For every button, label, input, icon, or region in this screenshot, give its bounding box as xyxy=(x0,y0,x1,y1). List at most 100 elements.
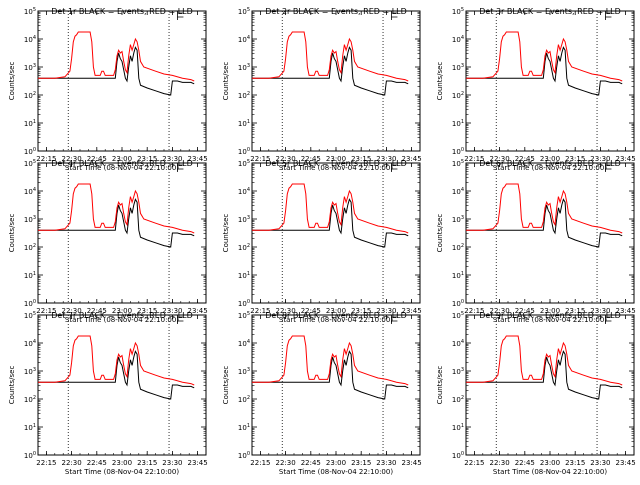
x-axis-label: Start Time (08-Nov-04 22:10:00) xyxy=(65,468,179,476)
x-tick-label: 22:30 xyxy=(276,459,296,467)
y-tick-label: 101 xyxy=(452,271,464,280)
y-tick-label: 102 xyxy=(24,243,36,252)
x-tick-label: 23:00 xyxy=(540,459,560,467)
x-tick-label: 23:45 xyxy=(616,459,636,467)
x-tick-label: 22:15 xyxy=(36,155,56,163)
y-tick-label: 104 xyxy=(238,35,250,44)
y-axis-label: Counts/sec xyxy=(222,214,230,253)
y-axis-label: Counts/sec xyxy=(436,366,444,405)
panel-1: 22:15 22:30 22:45 23:00 23:15 23:30 23:45 100 10… xyxy=(8,7,208,172)
x-tick-label: 22:45 xyxy=(301,459,321,467)
series-lld-line xyxy=(252,183,409,234)
y-tick-label: 104 xyxy=(24,339,36,348)
y-tick-label: 103 xyxy=(24,215,36,224)
y-tick-label: 102 xyxy=(238,395,250,404)
y-tick-label: 105 xyxy=(24,311,36,320)
x-tick-label: 23:45 xyxy=(616,155,636,163)
y-tick-label: 101 xyxy=(238,423,250,432)
y-axis-label: Counts/sec xyxy=(8,62,16,101)
panel-2: 22:15 22:30 22:45 23:00 23:15 23:30 23:45 100 10… xyxy=(222,7,422,172)
panel-title: Det 4r BLACK = Events, RED = LLD xyxy=(51,159,193,168)
x-tick-label: 23:30 xyxy=(162,155,182,163)
x-tick-label: 23:00 xyxy=(112,459,132,467)
y-tick-label: 104 xyxy=(452,187,464,196)
y-tick-label: 103 xyxy=(238,367,250,376)
x-tick-label: 22:30 xyxy=(62,155,82,163)
y-tick-label: 105 xyxy=(24,7,36,16)
y-tick-label: 102 xyxy=(452,91,464,100)
x-tick-label: 23:00 xyxy=(112,155,132,163)
x-tick-label: 22:45 xyxy=(87,155,107,163)
y-tick-label: 105 xyxy=(452,311,464,320)
plot-frame xyxy=(251,10,421,152)
x-tick-label: 23:30 xyxy=(376,459,396,467)
x-tick-label: 22:45 xyxy=(515,155,535,163)
series-events-line xyxy=(38,46,195,96)
x-tick-label: 22:45 xyxy=(515,307,535,315)
x-axis-label: Start Time (08-Nov-04 22:10:00) xyxy=(279,316,393,324)
x-tick-label: 22:30 xyxy=(62,307,82,315)
series-events-line xyxy=(466,350,623,400)
flag-marker xyxy=(605,315,612,324)
y-tick-label: 100 xyxy=(452,147,464,156)
series-events-line xyxy=(466,46,623,96)
series-lld-line xyxy=(466,335,623,386)
x-tick-label: 22:15 xyxy=(36,459,56,467)
flag-marker xyxy=(177,11,184,20)
y-tick-label: 102 xyxy=(24,91,36,100)
y-tick-label: 102 xyxy=(452,243,464,252)
flag-marker xyxy=(391,11,398,20)
panel-8: 22:15 22:30 22:45 23:00 23:15 23:30 23:45 100 10… xyxy=(222,311,422,476)
x-tick-label: 23:15 xyxy=(137,307,157,315)
series-events-line xyxy=(252,46,409,96)
panel-3: 22:15 22:30 22:45 23:00 23:15 23:30 23:45 100 10… xyxy=(436,7,636,172)
y-tick-label: 101 xyxy=(452,119,464,128)
y-tick-label: 102 xyxy=(238,243,250,252)
flag-marker xyxy=(391,315,398,324)
y-tick-label: 101 xyxy=(24,423,36,432)
y-tick-label: 103 xyxy=(24,63,36,72)
x-tick-label: 22:30 xyxy=(62,459,82,467)
x-tick-label: 23:30 xyxy=(376,155,396,163)
plot-frame xyxy=(37,10,207,152)
y-tick-label: 101 xyxy=(452,423,464,432)
panel-title: Det 7r BLACK = Events, RED = LLD xyxy=(51,311,193,320)
y-tick-label: 100 xyxy=(238,147,250,156)
x-tick-label: 22:45 xyxy=(515,459,535,467)
flag-marker xyxy=(177,315,184,324)
y-tick-label: 104 xyxy=(24,35,36,44)
plot-frame xyxy=(251,162,421,304)
x-tick-label: 23:00 xyxy=(326,155,346,163)
x-tick-label: 22:30 xyxy=(276,155,296,163)
flag-marker xyxy=(605,11,612,20)
x-tick-label: 22:15 xyxy=(464,155,484,163)
panel-title: Det 9r BLACK = Events, RED = LLD xyxy=(479,311,621,320)
y-tick-label: 100 xyxy=(238,299,250,308)
x-tick-label: 22:30 xyxy=(490,307,510,315)
y-tick-label: 100 xyxy=(452,451,464,460)
flag-marker xyxy=(605,163,612,172)
x-axis-label: Start Time (08-Nov-04 22:10:00) xyxy=(493,316,607,324)
panel-6: 22:15 22:30 22:45 23:00 23:15 23:30 23:45 100 10… xyxy=(436,159,636,324)
x-tick-label: 23:15 xyxy=(137,459,157,467)
y-tick-label: 100 xyxy=(452,299,464,308)
plot-frame xyxy=(37,162,207,304)
panel-title: Det 1r BLACK = Events, RED = LLD xyxy=(51,7,193,16)
y-tick-label: 105 xyxy=(238,7,250,16)
y-axis-label: Counts/sec xyxy=(436,214,444,253)
y-tick-label: 103 xyxy=(238,63,250,72)
x-tick-label: 23:45 xyxy=(188,459,208,467)
x-tick-label: 23:45 xyxy=(616,307,636,315)
x-tick-label: 23:15 xyxy=(565,459,585,467)
x-tick-label: 22:45 xyxy=(87,307,107,315)
x-tick-label: 23:30 xyxy=(590,307,610,315)
plot-frame xyxy=(251,314,421,456)
x-tick-label: 22:15 xyxy=(464,307,484,315)
x-axis-label: Start Time (08-Nov-04 22:10:00) xyxy=(65,164,179,172)
x-tick-label: 23:45 xyxy=(402,307,422,315)
y-tick-label: 101 xyxy=(238,119,250,128)
series-lld-line xyxy=(38,31,195,82)
panel-9: 22:15 22:30 22:45 23:00 23:15 23:30 23:45 100 10… xyxy=(436,311,636,476)
